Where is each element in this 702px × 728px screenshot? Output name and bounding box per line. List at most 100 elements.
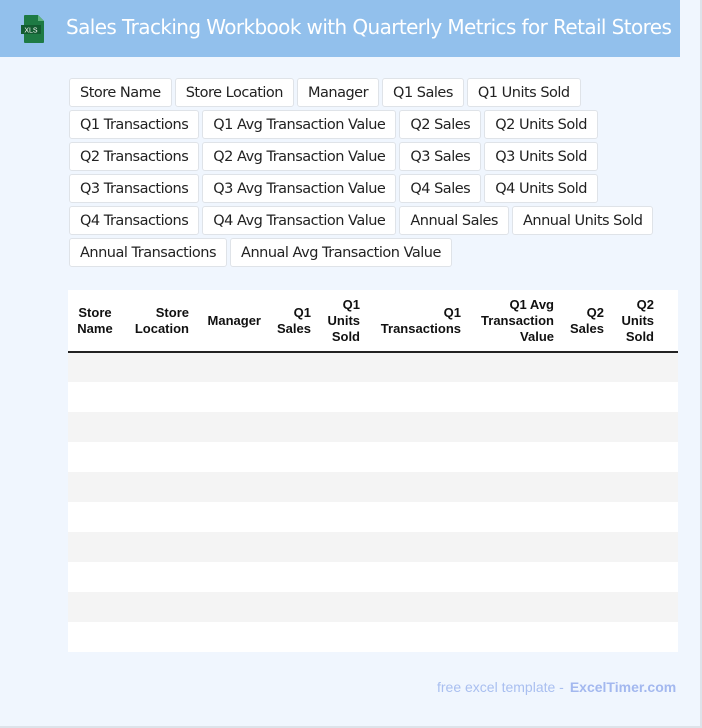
table-cell[interactable] bbox=[267, 412, 317, 442]
table-cell[interactable] bbox=[267, 382, 317, 412]
table-cell[interactable] bbox=[610, 442, 660, 472]
table-cell[interactable] bbox=[122, 622, 195, 652]
table-cell[interactable] bbox=[560, 622, 610, 652]
column-header[interactable]: Q1 Sales bbox=[267, 290, 317, 353]
table-cell[interactable] bbox=[560, 472, 610, 502]
table-cell[interactable] bbox=[122, 382, 195, 412]
table-cell[interactable] bbox=[195, 472, 267, 502]
table-cell[interactable] bbox=[195, 622, 267, 652]
table-cell[interactable] bbox=[467, 352, 560, 382]
table-cell[interactable] bbox=[366, 412, 467, 442]
field-chip[interactable]: Manager bbox=[296, 78, 380, 107]
table-cell[interactable] bbox=[560, 562, 610, 592]
field-chip[interactable]: Annual Transactions bbox=[69, 238, 228, 267]
table-cell[interactable] bbox=[195, 442, 267, 472]
table-cell[interactable] bbox=[317, 562, 366, 592]
table-cell[interactable] bbox=[68, 442, 122, 472]
table-cell[interactable] bbox=[610, 622, 660, 652]
table-cell[interactable] bbox=[317, 532, 366, 562]
table-cell[interactable] bbox=[467, 442, 560, 472]
table-cell[interactable] bbox=[366, 502, 467, 532]
field-chip[interactable]: Q2 Units Sold bbox=[484, 110, 598, 139]
table-cell[interactable] bbox=[366, 382, 467, 412]
table-cell[interactable] bbox=[317, 412, 366, 442]
table-cell[interactable] bbox=[467, 502, 560, 532]
field-chip[interactable]: Annual Avg Transaction Value bbox=[230, 238, 452, 267]
column-header[interactable]: Manager bbox=[195, 290, 267, 353]
table-cell[interactable] bbox=[467, 472, 560, 502]
table-cell[interactable] bbox=[267, 472, 317, 502]
table-cell[interactable] bbox=[267, 502, 317, 532]
table-cell[interactable] bbox=[195, 592, 267, 622]
table-cell[interactable] bbox=[195, 562, 267, 592]
table-cell[interactable] bbox=[610, 472, 660, 502]
column-header[interactable]: Store Location bbox=[122, 290, 195, 353]
table-cell[interactable] bbox=[560, 412, 610, 442]
field-chip[interactable]: Q4 Sales bbox=[399, 174, 482, 203]
table-cell[interactable] bbox=[660, 412, 678, 442]
table-cell[interactable] bbox=[122, 502, 195, 532]
field-chip[interactable]: Q3 Transactions bbox=[69, 174, 200, 203]
table-cell[interactable] bbox=[560, 352, 610, 382]
table-cell[interactable] bbox=[610, 532, 660, 562]
table-cell[interactable] bbox=[267, 592, 317, 622]
table-cell[interactable] bbox=[122, 352, 195, 382]
field-chip[interactable]: Q1 Units Sold bbox=[466, 78, 581, 107]
field-chip[interactable]: Q1 Avg Transaction Value bbox=[202, 110, 397, 139]
table-cell[interactable] bbox=[317, 592, 366, 622]
column-header[interactable]: Q2 Transactions bbox=[660, 290, 678, 353]
table-cell[interactable] bbox=[366, 622, 467, 652]
column-header[interactable]: Q2 Sales bbox=[560, 290, 610, 353]
table-cell[interactable] bbox=[68, 532, 122, 562]
table-cell[interactable] bbox=[195, 532, 267, 562]
table-cell[interactable] bbox=[195, 352, 267, 382]
field-chip[interactable]: Store Location bbox=[174, 78, 294, 107]
field-chip[interactable]: Store Name bbox=[69, 78, 172, 107]
table-cell[interactable] bbox=[560, 442, 610, 472]
table-cell[interactable] bbox=[68, 592, 122, 622]
table-cell[interactable] bbox=[317, 502, 366, 532]
table-cell[interactable] bbox=[122, 412, 195, 442]
table-cell[interactable] bbox=[195, 382, 267, 412]
table-cell[interactable] bbox=[122, 442, 195, 472]
column-header[interactable]: Q1 Avg Transaction Value bbox=[467, 290, 560, 353]
table-cell[interactable] bbox=[660, 442, 678, 472]
table-cell[interactable] bbox=[660, 532, 678, 562]
table-cell[interactable] bbox=[68, 382, 122, 412]
table-cell[interactable] bbox=[660, 472, 678, 502]
table-cell[interactable] bbox=[560, 532, 610, 562]
footer-brand-link[interactable]: ExcelTimer.com bbox=[569, 679, 677, 695]
table-cell[interactable] bbox=[267, 442, 317, 472]
field-chip[interactable]: Q3 Avg Transaction Value bbox=[202, 174, 397, 203]
table-cell[interactable] bbox=[366, 562, 467, 592]
table-cell[interactable] bbox=[267, 352, 317, 382]
table-cell[interactable] bbox=[122, 532, 195, 562]
table-cell[interactable] bbox=[68, 472, 122, 502]
table-cell[interactable] bbox=[467, 412, 560, 442]
column-header[interactable]: Store Name bbox=[68, 290, 122, 353]
column-header[interactable]: Q2 Units Sold bbox=[610, 290, 660, 353]
field-chip[interactable]: Q4 Transactions bbox=[69, 206, 200, 235]
table-cell[interactable] bbox=[317, 472, 366, 502]
table-cell[interactable] bbox=[267, 622, 317, 652]
table-cell[interactable] bbox=[195, 502, 267, 532]
table-cell[interactable] bbox=[317, 622, 366, 652]
table-cell[interactable] bbox=[660, 502, 678, 532]
table-cell[interactable] bbox=[122, 562, 195, 592]
table-cell[interactable] bbox=[560, 592, 610, 622]
table-cell[interactable] bbox=[317, 442, 366, 472]
table-cell[interactable] bbox=[660, 382, 678, 412]
table-cell[interactable] bbox=[467, 562, 560, 592]
table-cell[interactable] bbox=[317, 352, 366, 382]
table-cell[interactable] bbox=[660, 562, 678, 592]
table-cell[interactable] bbox=[122, 592, 195, 622]
field-chip[interactable]: Q4 Avg Transaction Value bbox=[202, 206, 397, 235]
table-cell[interactable] bbox=[560, 382, 610, 412]
field-chip[interactable]: Annual Sales bbox=[399, 206, 509, 235]
field-chip[interactable]: Q2 Sales bbox=[399, 110, 482, 139]
column-header[interactable]: Q1 Units Sold bbox=[317, 290, 366, 353]
field-chip[interactable]: Q3 Units Sold bbox=[484, 142, 598, 171]
field-chip[interactable]: Annual Units Sold bbox=[511, 206, 654, 235]
field-chip[interactable]: Q4 Units Sold bbox=[484, 174, 598, 203]
field-chip[interactable]: Q3 Sales bbox=[399, 142, 482, 171]
